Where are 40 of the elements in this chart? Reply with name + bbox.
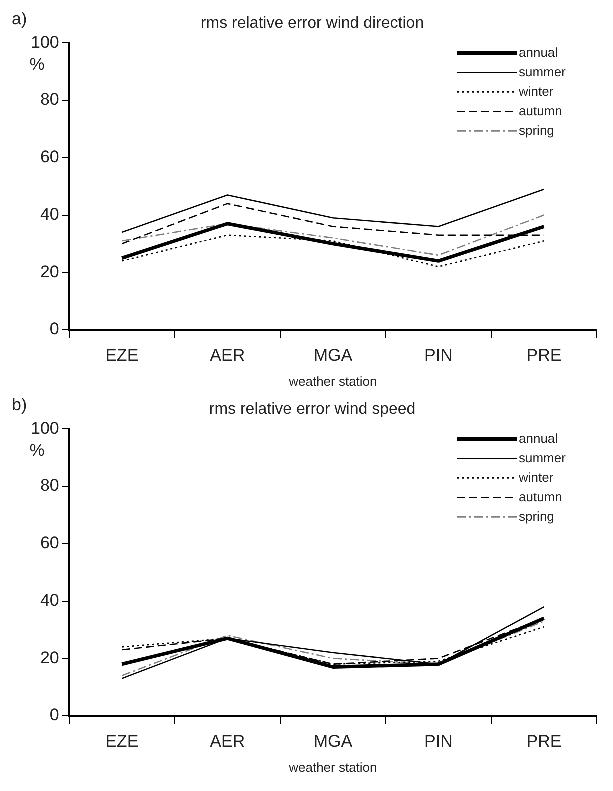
y-tick-label: 20 [40,648,60,668]
y-tick-label: 60 [40,148,60,167]
legend-label: winter [518,470,554,485]
legend-label: summer [519,64,567,80]
y-tick-label: 0 [50,320,60,339]
y-tick-label: 20 [40,262,60,282]
legend-label: summer [519,450,567,466]
legend-label: spring [519,122,554,138]
x-tick-label: PRE [526,346,562,365]
text: b) [12,396,28,415]
chart-title: rms relative error wind speed [209,401,416,418]
legend-label: winter [518,84,554,99]
legend-label: annual [519,430,558,446]
x-tick-label: EZE [106,346,139,365]
x-tick-label: AER [210,732,246,751]
y-axis-title: % [30,440,45,460]
y-axis-title: % [30,54,45,74]
x-tick-label: PIN [424,346,453,365]
y-tick-label: 0 [50,706,60,725]
y-tick-label: 60 [40,534,60,553]
x-tick-label: PRE [526,732,562,751]
y-tick-label: 80 [40,90,60,110]
y-tick-label: 40 [40,590,60,610]
x-axis-title: weather station [288,760,378,775]
y-tick-label: 80 [40,476,60,496]
chart-title: rms relative error wind direction [200,15,424,32]
text: a) [12,10,28,29]
x-axis-title: weather station [288,374,378,389]
x-tick-label: PIN [424,732,453,751]
x-tick-label: EZE [106,732,139,751]
y-tick-label: 100 [30,32,60,52]
x-tick-label: MGA [314,346,354,365]
legend-label: autumn [519,103,562,118]
x-tick-label: MGA [314,732,354,751]
y-tick-label: 40 [40,204,60,224]
legend-label: annual [519,44,558,60]
y-tick-label: 100 [30,418,60,438]
x-tick-label: AER [210,346,246,365]
legend-label: spring [519,508,554,524]
legend-label: autumn [519,489,562,504]
